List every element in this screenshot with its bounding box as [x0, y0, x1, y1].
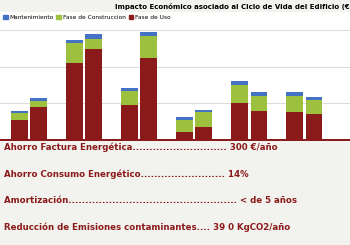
Bar: [251, 96, 267, 110]
Bar: [231, 85, 248, 103]
Bar: [30, 98, 47, 100]
Bar: [231, 103, 248, 140]
Bar: [195, 112, 212, 127]
Bar: [121, 88, 138, 90]
Bar: [231, 81, 248, 85]
Bar: [66, 39, 83, 43]
Bar: [66, 43, 83, 63]
Text: Reducción de Emisiones contaminantes.... 39 0 KgCO2/año: Reducción de Emisiones contaminantes....…: [4, 222, 290, 232]
Legend: Mantenimiento, Fase de Construccion, Fase de Uso: Mantenimiento, Fase de Construccion, Fas…: [3, 15, 171, 20]
Text: Ahorro Consumo Energético......................... 14%: Ahorro Consumo Energético...............…: [4, 169, 248, 179]
Bar: [85, 39, 102, 49]
Bar: [176, 120, 193, 132]
Bar: [140, 32, 157, 36]
Bar: [306, 97, 322, 100]
Bar: [11, 113, 28, 120]
Bar: [251, 92, 267, 96]
Bar: [140, 36, 157, 58]
Bar: [121, 90, 138, 105]
Bar: [195, 127, 212, 140]
Bar: [306, 114, 322, 140]
Bar: [286, 112, 303, 140]
Text: Amortización.................................................. < de 5 años: Amortización............................…: [4, 196, 296, 205]
Bar: [176, 117, 193, 120]
Bar: [11, 120, 28, 140]
Bar: [286, 96, 303, 112]
Bar: [121, 105, 138, 140]
Bar: [176, 132, 193, 140]
Bar: [66, 63, 83, 140]
Bar: [195, 110, 212, 112]
Bar: [30, 107, 47, 140]
Bar: [140, 58, 157, 140]
Bar: [251, 110, 267, 140]
Bar: [85, 49, 102, 140]
Text: Impacto Económico asociado al Ciclo de Vida del Edificio (€: Impacto Económico asociado al Ciclo de V…: [116, 3, 350, 11]
Text: Ahorro Factura Energética............................ 300 €/año: Ahorro Factura Energética...............…: [4, 142, 277, 152]
Bar: [30, 100, 47, 107]
Bar: [286, 92, 303, 96]
Bar: [306, 100, 322, 114]
Bar: [85, 34, 102, 39]
Bar: [11, 110, 28, 113]
